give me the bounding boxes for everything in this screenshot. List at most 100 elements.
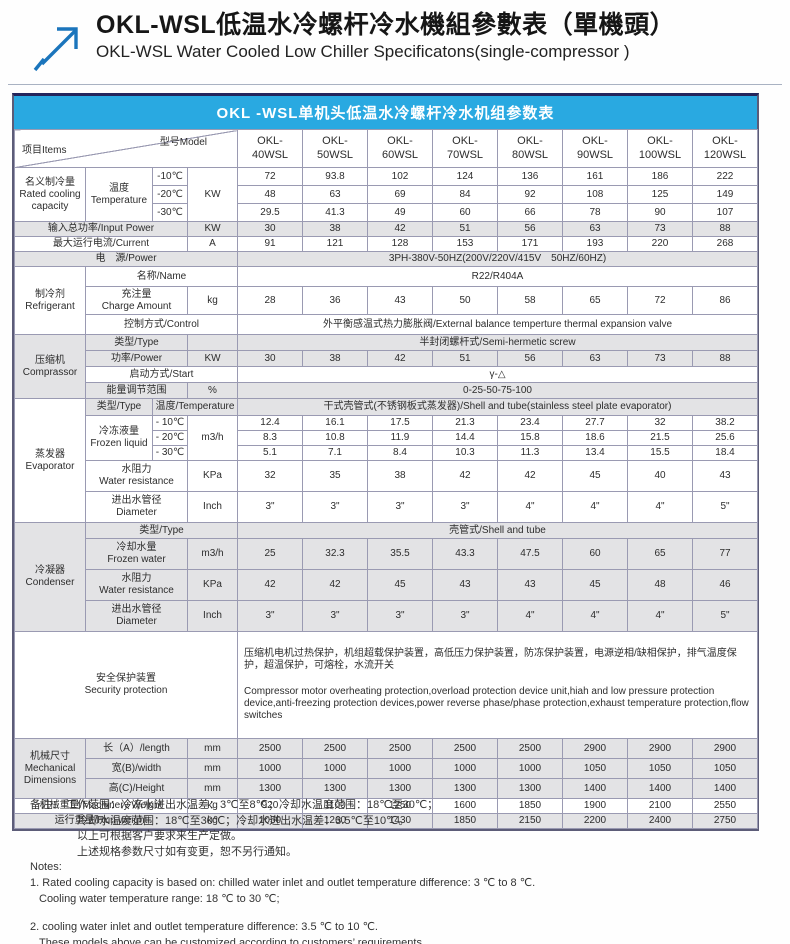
corner-items-label: 项目Items xyxy=(22,145,67,157)
value-cell: 3" xyxy=(367,491,433,523)
value-cell: 72 xyxy=(237,167,303,186)
value-cell: 2900 xyxy=(562,738,628,759)
compressor-start-row: 启动方式/Start γ-△ xyxy=(15,366,758,383)
value-cell: 46 xyxy=(692,569,758,601)
value-cell: 13.4 xyxy=(562,445,628,461)
security-label: 安全保护装置 Security protection xyxy=(14,631,238,739)
section-mechanical: 机械尺寸 Mechanical Dimensions xyxy=(14,738,86,799)
frozen-m10-label: - 10℃ xyxy=(152,415,188,431)
value-cell: 49 xyxy=(367,203,433,222)
value-cell: 48 xyxy=(237,185,303,204)
arrow-logo-icon xyxy=(33,27,78,72)
page-header: OKL-WSL低温水冷螺杆冷水機組參數表（單機頭） OKL-WSL Water … xyxy=(30,10,675,74)
value-cell: 2900 xyxy=(627,738,693,759)
value-cell: 69 xyxy=(367,185,433,204)
value-cell: 1430 xyxy=(367,813,433,829)
value-cell: 2400 xyxy=(627,813,693,829)
dimension-width-row: 宽(B)/width mm 1000 1000 1000 1000 1000 1050 10… xyxy=(15,758,758,779)
value-cell: 42 xyxy=(237,569,303,601)
notes-block: 备注： 工作范围：冷冻水进出水温差：3℃至8℃；冷却水温度范围：18℃至30℃；… xyxy=(30,798,770,944)
value-cell: 42 xyxy=(432,460,498,492)
value-cell: 48 xyxy=(627,569,693,601)
value-cell: 1000 xyxy=(237,758,303,779)
value-cell: 1400 xyxy=(562,778,628,799)
value-cell: 92 xyxy=(497,185,563,204)
value-cell: 2500 xyxy=(432,738,498,759)
value-cell: 63 xyxy=(562,221,628,237)
value-cell: 1400 xyxy=(627,778,693,799)
value-cell: 78 xyxy=(562,203,628,222)
value-cell: 41.3 xyxy=(302,203,368,222)
condenser-water-label: 冷却水量 Frozen water xyxy=(85,538,188,570)
value-cell: 7.1 xyxy=(302,445,368,461)
value-cell: 58 xyxy=(497,286,563,315)
value-cell: 4" xyxy=(497,491,563,523)
note-line: 冷却水温度范围：18℃至30℃；冷却水进出水温差：3.5℃至10℃。 xyxy=(77,814,410,827)
run-weight-row: 运行重量/Run weight kg 1050 1260 1430 1850 2150 2… xyxy=(14,813,758,829)
compressor-type-unit-empty xyxy=(187,334,238,351)
value-cell: 88 xyxy=(692,221,758,237)
condenser-diameter-unit: Inch xyxy=(187,600,238,632)
note-line: Cooling water temperature range: 18 ℃ to… xyxy=(39,892,280,905)
value-cell: 42 xyxy=(497,460,563,492)
value-cell: 40 xyxy=(627,460,693,492)
value-cell: 193 xyxy=(562,236,628,252)
spec-table: OKL -WSL单机头低温水冷螺杆冷水机组参数表 项目Items 型号Model… xyxy=(12,93,759,831)
value-cell: 21.3 xyxy=(432,415,498,431)
page-title-block: OKL-WSL低温水冷螺杆冷水機組參數表（單機頭） OKL-WSL Water … xyxy=(96,10,675,62)
compressor-type-row: 压缩机 Comprassor 类型/Type 半封闭螺杆式/Semi-herme… xyxy=(14,334,758,399)
value-cell: 186 xyxy=(627,167,693,186)
value-cell: 2900 xyxy=(692,738,758,759)
value-cell: 12.4 xyxy=(237,415,303,431)
condenser-type-value: 壳管式/Shell and tube xyxy=(237,522,758,539)
security-value: 压缩机电机过热保护，机组超载保护装置，高低压力保护装置，防冻保护装置，电源逆相/… xyxy=(237,631,758,739)
section-compressor: 压缩机 Comprassor xyxy=(14,334,86,399)
evaporator-diameter-row: 进出水管径 Diameter Inch 3" 3" 3" 3" 4" 4" 4" 5" xyxy=(15,491,758,523)
value-cell: 3" xyxy=(367,600,433,632)
value-cell: 1850 xyxy=(432,813,498,829)
note-line: 2. cooling water inlet and outlet temper… xyxy=(30,921,378,934)
dimension-length-row: 机械尺寸 Mechanical Dimensions 长（A）/length m… xyxy=(14,738,758,799)
security-text-zh: 压缩机电机过热保护，机组超载保护装置，高低压力保护装置，防冻保护装置，电源逆相/… xyxy=(244,648,737,671)
compressor-power-label: 功率/Power xyxy=(85,350,188,367)
value-cell: 2500 xyxy=(367,738,433,759)
value-cell: 73 xyxy=(627,221,693,237)
rated-unit: KW xyxy=(187,167,238,222)
value-cell: 38 xyxy=(302,221,368,237)
value-cell: 5.1 xyxy=(237,445,303,461)
value-cell: 35 xyxy=(302,460,368,492)
value-cell: 45 xyxy=(367,569,433,601)
value-cell: 28 xyxy=(237,286,303,315)
value-cell: 1000 xyxy=(432,758,498,779)
model-header-cell: OKL- 70WSL xyxy=(432,129,498,168)
value-cell: 38 xyxy=(367,460,433,492)
charge-amount-label: 充注量 Charge Amount xyxy=(85,286,188,315)
condenser-type-label: 类型/Type xyxy=(85,522,238,539)
condenser-water-unit: m3/h xyxy=(187,538,238,570)
corner-cell: 项目Items 型号Model xyxy=(14,129,238,168)
value-cell: 66 xyxy=(497,203,563,222)
condenser-diameter-label: 进出水管径 Diameter xyxy=(85,600,188,632)
value-cell: 88 xyxy=(692,350,758,367)
run-weight-unit: kg xyxy=(187,813,238,829)
value-cell: 32 xyxy=(627,415,693,431)
section-condenser: 冷凝器 Condenser xyxy=(14,522,86,632)
value-cell: 93.8 xyxy=(302,167,368,186)
value-cell: 108 xyxy=(562,185,628,204)
rated-capacity-row: 名义制冷量 Rated cooling capacity 温度 Temperat… xyxy=(14,167,758,222)
value-cell: 65 xyxy=(627,538,693,570)
value-cell: 38 xyxy=(302,350,368,367)
evap-resistance-label: 水阻力 Water resistance xyxy=(85,460,188,492)
value-cell: 10.3 xyxy=(432,445,498,461)
value-cell: 45 xyxy=(562,569,628,601)
value-cell: 8.4 xyxy=(367,445,433,461)
compressor-type-label: 类型/Type xyxy=(85,334,188,351)
value-cell: 220 xyxy=(627,236,693,252)
value-cell: 90 xyxy=(627,203,693,222)
condenser-water-row: 冷却水量 Frozen water m3/h 25 32.3 35.5 43.3 47.… xyxy=(15,538,758,570)
value-cell: 1400 xyxy=(692,778,758,799)
compressor-range-row: 能量调节范围 % 0-25-50-75-100 xyxy=(15,382,758,399)
condenser-resistance-row: 水阻力 Water resistance KPa 42 42 45 43 43 45 48 4… xyxy=(15,569,758,601)
frozen-m20-label: - 20℃ xyxy=(152,430,188,446)
value-cell: 91 xyxy=(237,236,303,252)
